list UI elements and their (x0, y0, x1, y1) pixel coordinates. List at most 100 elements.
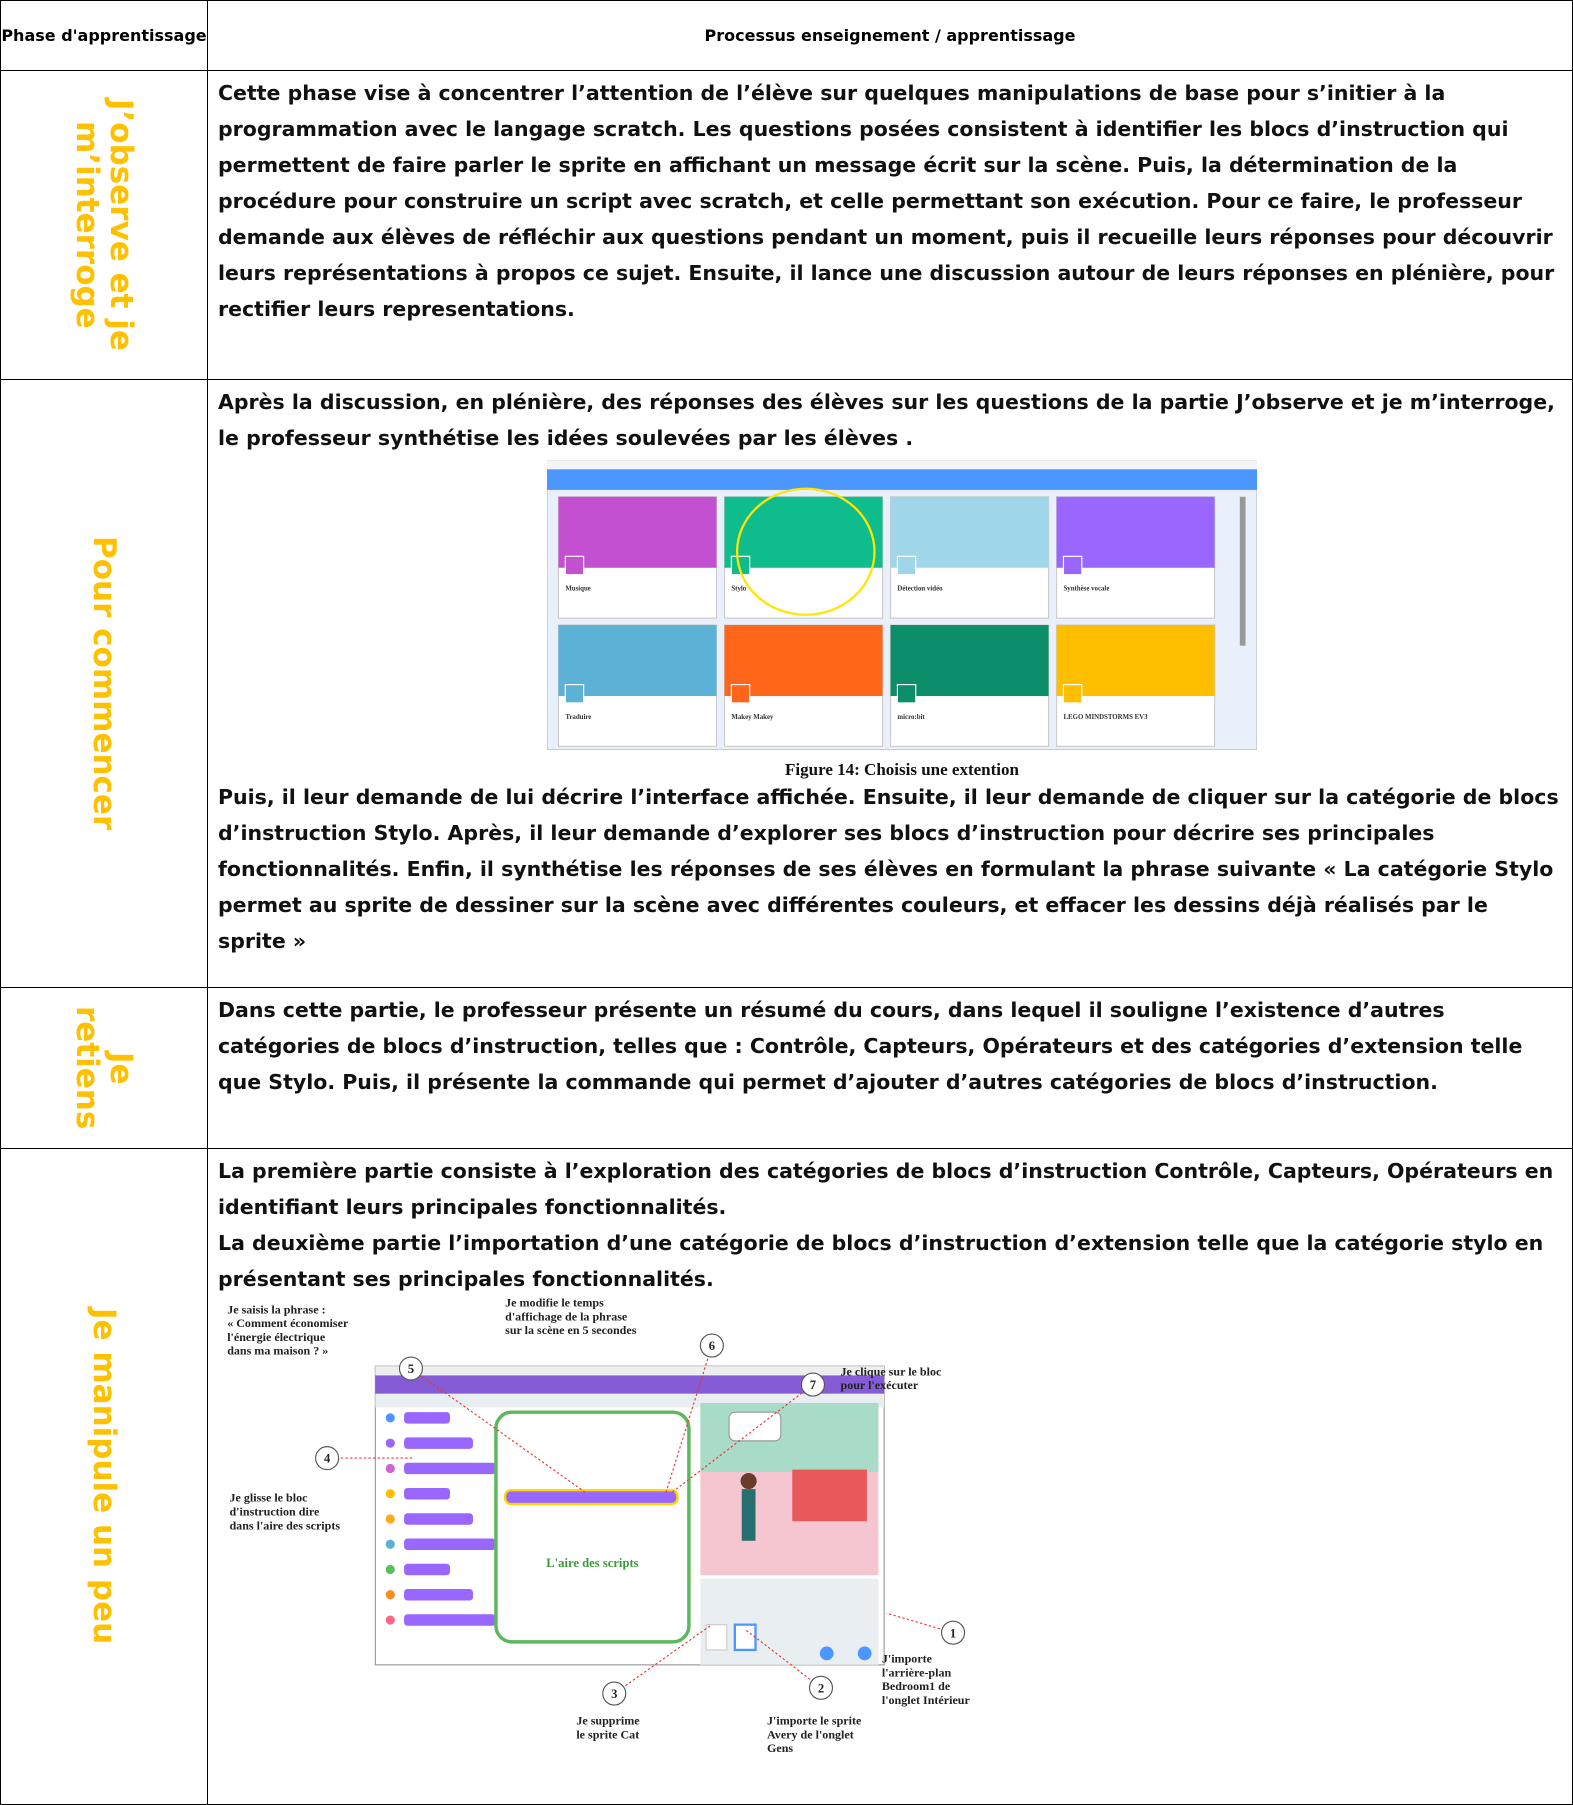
tile-title: Synthèse vocale (1063, 586, 1109, 593)
category-dot (385, 1438, 395, 1448)
callout-number: 4 (324, 1452, 331, 1466)
callout-circle (699, 1333, 724, 1358)
callout-text: l'énergie électrique (227, 1330, 326, 1344)
callout-text: Gens (767, 1741, 793, 1755)
category-dot (385, 1514, 395, 1524)
callout-number: 7 (810, 1378, 816, 1392)
callout-number: 3 (611, 1687, 617, 1701)
row: J’observe et je m’interroge Cette phase … (0, 70, 1573, 380)
block (404, 1563, 451, 1576)
extension-screenshot: Musique Stylo Détection vidéo Synthèse voca… (546, 459, 1258, 751)
callout-circle (315, 1446, 340, 1471)
callout-circle (800, 1372, 825, 1397)
tile-title: Makey Makey (731, 714, 774, 721)
tile-icon (896, 555, 917, 576)
callout-text: d'instruction dire (229, 1505, 319, 1519)
category-dot (385, 1615, 395, 1625)
tile-title: Détection vidéo (897, 586, 943, 593)
tile-image (1056, 496, 1215, 568)
block (404, 1538, 496, 1550)
header-cell: Processus enseignement / apprentissage (207, 0, 1573, 71)
phase-label: Je retiens (69, 1006, 139, 1130)
tile-icon (730, 684, 751, 704)
callout-text: « Comment économiser (227, 1316, 349, 1330)
leader-line (410, 1368, 586, 1494)
callout-number: 6 (709, 1339, 715, 1353)
leader-line (745, 1629, 822, 1689)
paragraph: Dans cette partie, le professeur présent… (218, 998, 1523, 1094)
callout-text: pour l'exécuter (841, 1378, 919, 1392)
tile-icon (564, 684, 585, 704)
content-cell: Dans cette partie, le professeur présent… (207, 987, 1573, 1149)
tile-image (724, 625, 883, 697)
callout-number: 5 (408, 1362, 414, 1376)
tile-title: LEGO MINDSTORMS EV3 (1063, 714, 1148, 721)
callout-circle (808, 1675, 834, 1700)
phase-label: Pour commencer (86, 536, 122, 831)
tile-title: micro:bit (897, 714, 925, 721)
tile-image (890, 496, 1049, 568)
phase-label: Je manipule un peu (86, 1308, 122, 1645)
callout-circle (602, 1681, 627, 1706)
category-dot (385, 1539, 395, 1549)
callout-text: Je saisis la phrase : (227, 1302, 325, 1316)
callout-text: J'importe (882, 1652, 933, 1666)
figure: Musique Stylo Détection vidéo Synthèse voca… (546, 459, 1258, 779)
callout-text: Je supprime (576, 1714, 640, 1728)
content-cell: Après la discussion, en plénière, des ré… (207, 379, 1573, 988)
figure-caption: Figure 14: Choisis une extention (785, 760, 1019, 779)
block (404, 1513, 473, 1525)
phase-cell: Je retiens (0, 987, 208, 1149)
callout-text: dans l'aire des scripts (229, 1518, 340, 1532)
highlight (735, 487, 876, 616)
category-dot (385, 1564, 395, 1575)
row: Je retiens Dans cette partie, le profess… (0, 987, 1573, 1149)
tile-title: Traduire (565, 714, 591, 721)
script-area-label: L'aire des scripts (546, 1556, 638, 1570)
block (404, 1487, 451, 1500)
row: Pour commencer Après la discussion, en p… (0, 379, 1573, 988)
tile-icon (1062, 684, 1083, 704)
callout-text: Avery de l'onglet (767, 1727, 854, 1741)
paragraph: Cette phase vise à concentrer l’attentio… (218, 81, 1555, 321)
block (404, 1412, 451, 1424)
scratch-figure: L'aire des scripts 1 J'importel'arrière-p… (218, 1297, 999, 1780)
tile-icon (564, 555, 585, 576)
callout-text: l'arrière-plan (882, 1665, 952, 1679)
category-dot (385, 1489, 395, 1499)
paragraph: La deuxième partie l’importation d’une c… (218, 1231, 1544, 1291)
phase-cell: Je manipule un peu (0, 1148, 208, 1805)
tile-image (1056, 625, 1215, 697)
row: Je manipule un peu La première partie co… (0, 1148, 1573, 1805)
paragraph: La première partie consiste à l’explorat… (218, 1159, 1554, 1219)
callout-text: Je clique sur le bloc (841, 1364, 942, 1378)
callout-number: 2 (818, 1681, 824, 1695)
content-cell: La première partie consiste à l’explorat… (207, 1148, 1573, 1805)
callout-number: 1 (950, 1626, 956, 1640)
leader-line (671, 1384, 814, 1494)
paragraph: Puis, il leur demande de lui décrire l’i… (218, 785, 1559, 953)
callout-circle (398, 1356, 424, 1381)
tile-image (890, 625, 1049, 697)
category-dot (385, 1590, 395, 1600)
tile-title: Stylo (731, 586, 746, 593)
phase-cell: J’observe et je m’interroge (0, 70, 208, 380)
block (404, 1437, 473, 1449)
callout-text: dans ma maison ? » (227, 1344, 328, 1358)
callout-text: le sprite Cat (576, 1727, 639, 1741)
block (404, 1614, 496, 1626)
callout-circle (940, 1620, 966, 1645)
category-dot (385, 1413, 395, 1423)
paragraph: Après la discussion, en plénière, des ré… (218, 390, 1555, 450)
callout-text: d'affichage de la phrase (505, 1309, 628, 1323)
callout-text: Je modifie le temps (505, 1297, 604, 1309)
header-cell: Phase d'apprentissage (0, 0, 208, 71)
leader-line (613, 1624, 713, 1695)
block (404, 1462, 496, 1475)
category-dot (385, 1463, 395, 1474)
callout-text: Bedroom1 de (882, 1679, 951, 1693)
tile-icon (1062, 555, 1083, 576)
